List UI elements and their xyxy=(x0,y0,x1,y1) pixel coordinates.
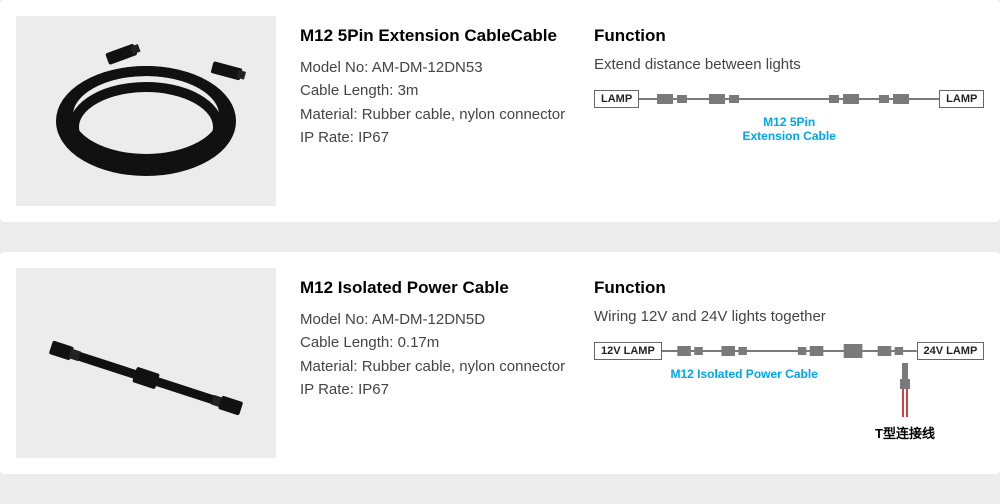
cable-icon xyxy=(662,339,917,363)
spec-value: 3m xyxy=(398,82,419,99)
spec-line: Material: Rubber cable, nylon connector xyxy=(300,103,570,126)
product-title: M12 Isolated Power Cable xyxy=(300,278,570,298)
cable-icon xyxy=(639,87,939,111)
function-block: Function Extend distance between lights … xyxy=(594,16,984,206)
function-title: Function xyxy=(594,26,984,46)
product-image xyxy=(16,16,276,206)
function-desc: Extend distance between lights xyxy=(594,56,984,73)
spec-value: 0.17m xyxy=(398,334,440,351)
t-label: T型连接线 xyxy=(875,423,935,442)
product-card: M12 Isolated Power Cable Model No: AM-DM… xyxy=(0,252,1000,474)
diagram-endbox-right: LAMP xyxy=(939,90,984,108)
spec-label: Material: xyxy=(300,358,362,375)
spec-value: Rubber cable, nylon connector xyxy=(362,106,565,123)
t-drop: T型连接线 xyxy=(875,363,935,442)
spec-line: Material: Rubber cable, nylon connector xyxy=(300,355,570,378)
spec-label: IP Rate: xyxy=(300,129,358,146)
spec-value: AM-DM-12DN53 xyxy=(372,59,483,76)
diagram-endbox-left: 12V LAMP xyxy=(594,342,662,360)
function-title: Function xyxy=(594,278,984,298)
spec-line: Cable Length: 3m xyxy=(300,79,570,102)
spec-label: Cable Length: xyxy=(300,82,398,99)
product-card: M12 5Pin Extension CableCable Model No: … xyxy=(0,0,1000,222)
diagram-endbox-right: 24V LAMP xyxy=(917,342,985,360)
spec-value: AM-DM-12DN5D xyxy=(372,311,485,328)
spec-line: IP Rate: IP67 xyxy=(300,126,570,149)
cable-diagram: 12V LAMP 24 xyxy=(594,339,984,381)
diagram-row: 12V LAMP 24 xyxy=(594,339,984,363)
diagram-endbox-left: LAMP xyxy=(594,90,639,108)
function-desc: Wiring 12V and 24V lights together xyxy=(594,308,984,325)
product-title: M12 5Pin Extension CableCable xyxy=(300,26,570,46)
caption-line: M12 5Pin xyxy=(763,115,815,129)
spec-line: Model No: AM-DM-12DN5D xyxy=(300,308,570,331)
diagram-row: LAMP LAMP xyxy=(594,87,984,111)
cable-diagram: LAMP LAMP xyxy=(594,87,984,144)
product-info: M12 5Pin Extension CableCable Model No: … xyxy=(300,16,570,206)
spec-label: Cable Length: xyxy=(300,334,398,351)
spec-label: Material: xyxy=(300,106,362,123)
drop-cable-icon xyxy=(893,363,917,421)
product-info: M12 Isolated Power Cable Model No: AM-DM… xyxy=(300,268,570,458)
spec-label: IP Rate: xyxy=(300,381,358,398)
spec-line: IP Rate: IP67 xyxy=(300,378,570,401)
diagram-caption: M12 5Pin Extension Cable xyxy=(594,115,984,144)
spec-line: Model No: AM-DM-12DN53 xyxy=(300,56,570,79)
spec-value: IP67 xyxy=(358,129,389,146)
spec-line: Cable Length: 0.17m xyxy=(300,331,570,354)
function-block: Function Wiring 12V and 24V lights toget… xyxy=(594,268,984,458)
spec-label: Model No: xyxy=(300,311,372,328)
spec-value: Rubber cable, nylon connector xyxy=(362,358,565,375)
caption-line: Extension Cable xyxy=(742,129,835,143)
spec-value: IP67 xyxy=(358,381,389,398)
product-image xyxy=(16,268,276,458)
caption-line: M12 Isolated Power Cable xyxy=(670,367,817,381)
spec-label: Model No: xyxy=(300,59,372,76)
